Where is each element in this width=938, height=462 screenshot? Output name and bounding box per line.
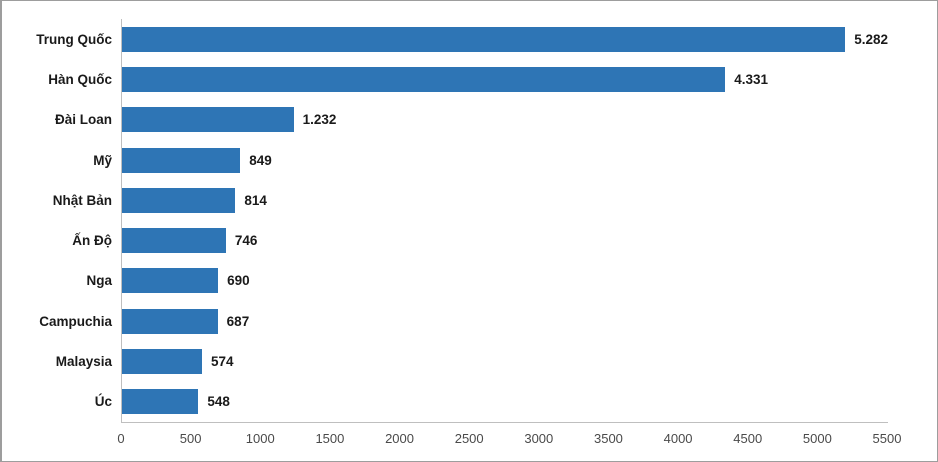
x-axis-tick-label: 4500	[733, 431, 763, 446]
bar-value-label: 4.331	[734, 71, 768, 87]
bar-malaysia[interactable]	[122, 349, 202, 375]
bar-trung-quoc[interactable]	[122, 26, 846, 52]
bar-dai-loan[interactable]	[122, 107, 294, 133]
bar-value-label: 746	[234, 233, 258, 249]
category-label: Malaysia	[55, 354, 112, 370]
x-axis-tick-label: 0	[117, 431, 125, 446]
bar-uc[interactable]	[122, 389, 199, 415]
bar-value-label: 1.232	[302, 112, 337, 128]
category-label: Mỹ	[93, 152, 112, 168]
bar-row: 690	[122, 261, 888, 301]
bar-row: 814	[122, 180, 888, 220]
x-axis-tick-label: 1500	[315, 431, 345, 446]
category-label: Đài Loan	[54, 112, 112, 128]
bar-my[interactable]	[122, 147, 241, 173]
bar-row: 5.282	[122, 19, 888, 59]
bar-value-label: 574	[210, 354, 234, 370]
x-axis-tick-label: 3500	[593, 431, 623, 446]
bar-nga[interactable]	[122, 268, 219, 294]
bar-row: 574	[122, 341, 888, 381]
bar-nhat-ban[interactable]	[122, 187, 236, 213]
category-label: Hàn Quốc	[48, 71, 112, 87]
x-axis-tick-label: 2000	[385, 431, 414, 446]
category-label: Ấn Độ	[72, 233, 112, 249]
bar-row: 4.331	[122, 59, 888, 99]
category-label: Trung Quốc	[36, 31, 112, 47]
bar-han-quoc[interactable]	[122, 66, 726, 92]
bar-value-label: 690	[227, 273, 250, 289]
x-axis-tick-label: 1000	[245, 431, 275, 446]
x-axis-tick-label: 5500	[872, 431, 902, 446]
category-label: Nhật Bản	[52, 192, 112, 208]
bar-row: 746	[122, 220, 888, 260]
bar-an-do[interactable]	[122, 228, 226, 254]
x-axis: 0 500 1000 1500 2000 2500 3000 3500 4000…	[117, 429, 901, 451]
category-label: Úc	[94, 394, 112, 410]
x-axis-tick-label: 2500	[454, 431, 484, 446]
bar-value-label: 814	[244, 192, 267, 208]
x-axis-tick-label: 500	[179, 431, 202, 446]
bar-row: 548	[122, 382, 888, 422]
category-label: Campuchia	[39, 313, 112, 329]
bar-value-label: 5.282	[854, 31, 888, 47]
x-axis-tick-label: 4000	[663, 431, 693, 446]
x-axis-tick-label: 5000	[802, 431, 832, 446]
plot-area: 5.282 4.331 1.232 849 814 746 690 687	[121, 19, 888, 423]
category-label: Nga	[86, 273, 112, 289]
bar-row: 1.232	[122, 100, 888, 140]
bar-value-label: 687	[226, 313, 250, 329]
bar-campuchia[interactable]	[122, 308, 218, 334]
x-axis-tick-label: 3000	[524, 431, 554, 446]
bar-value-label: 849	[249, 152, 272, 168]
bar-row: 687	[122, 301, 888, 341]
bar-row: 849	[122, 140, 888, 180]
y-axis-category-labels: Trung Quốc Hàn Quốc Đài Loan Mỹ Nhật Bản…	[2, 19, 112, 422]
bar-value-label: 548	[207, 394, 230, 410]
